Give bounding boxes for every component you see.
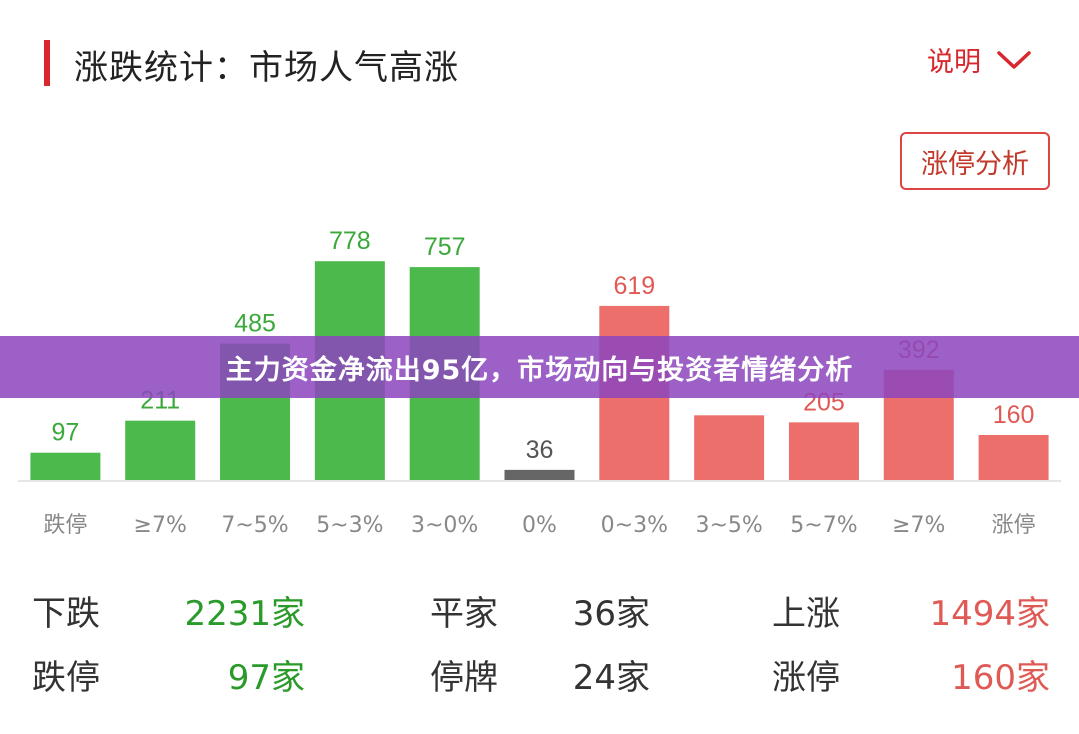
page-title: 涨跌统计：市场人气高涨 bbox=[74, 48, 459, 88]
stat-flat-value: 36家 bbox=[572, 594, 650, 634]
limit-up-analysis-button[interactable]: 涨停分析 bbox=[900, 132, 1050, 190]
bar-5 bbox=[504, 469, 575, 480]
bar-value-label-4: 757 bbox=[424, 233, 466, 261]
stat-suspended-label: 停牌 bbox=[430, 658, 498, 698]
bar-7 bbox=[694, 415, 765, 480]
explain-label: 说明 bbox=[927, 47, 981, 78]
stat-up-value: 1494家 bbox=[929, 594, 1050, 634]
stat-limit-down-label: 跌停 bbox=[32, 658, 100, 698]
category-label-6: 0~3% bbox=[601, 513, 668, 538]
bar-value-label-2: 485 bbox=[234, 310, 276, 338]
category-label-0: 跌停 bbox=[43, 513, 87, 538]
stat-flat-label: 平家 bbox=[430, 594, 498, 634]
stat-suspended-value: 24家 bbox=[572, 658, 650, 698]
category-label-8: 5~7% bbox=[790, 513, 857, 538]
chevron-down-icon bbox=[997, 50, 1031, 69]
bar-value-label-10: 160 bbox=[993, 401, 1035, 429]
bar-value-label-5: 36 bbox=[526, 436, 554, 464]
stat-down-label: 下跌 bbox=[32, 594, 100, 634]
stat-limit-up-label: 涨停 bbox=[772, 658, 840, 698]
bar-value-label-3: 778 bbox=[329, 227, 371, 255]
stat-limit-down-value: 97家 bbox=[227, 658, 305, 698]
bar-8 bbox=[788, 422, 859, 480]
category-label-3: 5~3% bbox=[316, 513, 383, 538]
category-label-4: 3~0% bbox=[411, 513, 478, 538]
category-label-7: 3~5% bbox=[695, 513, 762, 538]
limit-up-analysis-label: 涨停分析 bbox=[921, 148, 1029, 180]
explain-toggle[interactable]: 说明 bbox=[927, 40, 1033, 79]
news-banner: 主力资金净流出95亿，市场动向与投资者情绪分析 bbox=[0, 336, 1079, 398]
bar-10 bbox=[978, 435, 1049, 480]
bar-0 bbox=[30, 452, 101, 480]
category-label-9: ≥7% bbox=[892, 513, 945, 538]
stat-down-value: 2231家 bbox=[184, 594, 305, 634]
bar-value-label-6: 619 bbox=[613, 272, 655, 300]
title-accent-bar bbox=[44, 40, 50, 86]
stat-limit-up-value: 160家 bbox=[951, 658, 1050, 698]
banner-text: 主力资金净流出95亿，市场动向与投资者情绪分析 bbox=[225, 354, 854, 386]
category-label-1: ≥7% bbox=[134, 513, 187, 538]
category-label-10: 涨停 bbox=[992, 513, 1036, 538]
category-label-5: 0% bbox=[522, 513, 557, 538]
stat-up-label: 上涨 bbox=[772, 594, 840, 634]
category-label-2: 7~5% bbox=[221, 513, 288, 538]
bar-1 bbox=[125, 420, 196, 480]
bar-value-label-0: 97 bbox=[52, 419, 80, 447]
